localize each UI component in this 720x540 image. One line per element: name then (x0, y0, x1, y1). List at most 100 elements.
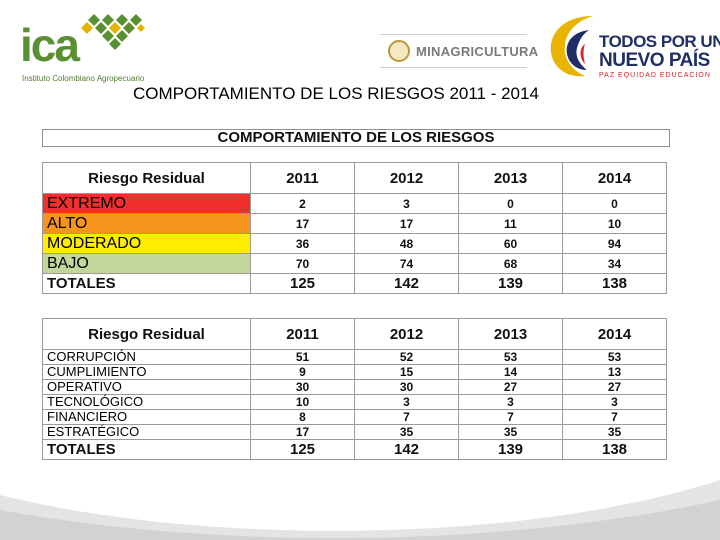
header-cell: 2011 (250, 318, 355, 350)
totals-cell: 125 (250, 439, 355, 460)
table-cell: 17 (354, 213, 459, 234)
table-cell: 17 (250, 424, 355, 440)
table-cell: 52 (354, 349, 459, 365)
table-cell: 14 (458, 364, 563, 380)
risk-level-label: ALTO (42, 213, 251, 234)
todos-por-un-nuevo-pais-mark-icon (550, 16, 593, 77)
table-cell: 48 (354, 233, 459, 254)
totals-cell: 139 (458, 439, 563, 460)
header-cell: 2012 (354, 162, 459, 194)
risk-level-table: Riesgo Residual 2011 2012 2013 2014 EXTR… (42, 162, 667, 294)
header-cell: Riesgo Residual (42, 318, 251, 350)
table-row: BAJO 70 74 68 34 (42, 253, 667, 274)
table-row: TECNOLÓGICO 10 3 3 3 (42, 394, 667, 410)
totals-cell: 138 (562, 273, 667, 294)
table-cell: 3 (354, 394, 459, 410)
table-row: CUMPLIMIENTO 9 15 14 13 (42, 364, 667, 380)
totals-cell: 138 (562, 439, 667, 460)
totals-cell: 125 (250, 273, 355, 294)
risk-level-label: BAJO (42, 253, 251, 274)
table-cell: 53 (562, 349, 667, 365)
table-cell: 7 (354, 409, 459, 425)
table-row: ALTO 17 17 11 10 (42, 213, 667, 234)
table-header-row: Riesgo Residual 2011 2012 2013 2014 (42, 162, 667, 194)
risk-category-label: FINANCIERO (42, 409, 251, 425)
ica-logo: ica Instituto Colombiano Agropecuario (20, 10, 145, 85)
table-cell: 70 (250, 253, 355, 274)
table-cell: 11 (458, 213, 563, 234)
table-cell: 30 (250, 379, 355, 395)
table-cell: 94 (562, 233, 667, 254)
table-cell: 7 (562, 409, 667, 425)
table-cell: 53 (458, 349, 563, 365)
risk-category-label: OPERATIVO (42, 379, 251, 395)
header-cell: 2013 (458, 162, 563, 194)
risk-category-label: TECNOLÓGICO (42, 394, 251, 410)
ica-logo-subtitle: Instituto Colombiano Agropecuario (22, 74, 145, 83)
table-cell: 0 (458, 193, 563, 214)
table-cell: 3 (562, 394, 667, 410)
table-header-row: Riesgo Residual 2011 2012 2013 2014 (42, 318, 667, 350)
colombia-seal-icon (388, 40, 410, 62)
table-cell: 3 (354, 193, 459, 214)
table-cell: 35 (354, 424, 459, 440)
todos-por-un-nuevo-pais-logo: TODOS POR UN NUEVO PAÍS PAZ EQUIDAD EDUC… (545, 10, 720, 82)
table-cell: 27 (562, 379, 667, 395)
table1-banner: COMPORTAMIENTO DE LOS RIESGOS (42, 129, 670, 147)
totals-cell: 139 (458, 273, 563, 294)
header-cell: 2014 (562, 162, 667, 194)
tpunp-line1: TODOS POR UN (599, 32, 720, 51)
ica-logo-word: ica (20, 19, 80, 71)
tpunp-line2: NUEVO PAÍS (599, 50, 710, 71)
risk-level-label: EXTREMO (42, 193, 251, 214)
header-cell: 2012 (354, 318, 459, 350)
table-cell: 8 (250, 409, 355, 425)
table-cell: 7 (458, 409, 563, 425)
table-row: OPERATIVO 30 30 27 27 (42, 379, 667, 395)
header-cell: 2014 (562, 318, 667, 350)
table-cell: 60 (458, 233, 563, 254)
bottom-decorative-swoosh (0, 480, 720, 540)
header-cell: Riesgo Residual (42, 162, 251, 194)
tpunp-line3: PAZ EQUIDAD EDUCACIÓN (599, 72, 711, 79)
table-row: CORRUPCIÓN 51 52 53 53 (42, 349, 667, 365)
table-cell: 35 (458, 424, 563, 440)
totals-label: TOTALES (42, 439, 251, 460)
slide-title: COMPORTAMIENTO DE LOS RIESGOS 2011 - 201… (133, 84, 539, 103)
table-row: MODERADO 36 48 60 94 (42, 233, 667, 254)
table-cell: 15 (354, 364, 459, 380)
header-cell: 2011 (250, 162, 355, 194)
ica-diamond-pattern-icon (81, 14, 145, 50)
risk-category-label: CUMPLIMIENTO (42, 364, 251, 380)
totals-row: TOTALES 125 142 139 138 (42, 439, 667, 460)
risk-category-label: ESTRATÉGICO (42, 424, 251, 440)
table-row: ESTRATÉGICO 17 35 35 35 (42, 424, 667, 440)
table-cell: 68 (458, 253, 563, 274)
table-cell: 13 (562, 364, 667, 380)
table-cell: 9 (250, 364, 355, 380)
totals-cell: 142 (354, 439, 459, 460)
table-cell: 36 (250, 233, 355, 254)
table-cell: 74 (354, 253, 459, 274)
table-cell: 17 (250, 213, 355, 234)
totals-row: TOTALES 125 142 139 138 (42, 273, 667, 294)
table-cell: 10 (250, 394, 355, 410)
header-cell: 2013 (458, 318, 563, 350)
table-cell: 51 (250, 349, 355, 365)
totals-cell: 142 (354, 273, 459, 294)
table-cell: 34 (562, 253, 667, 274)
risk-category-table: Riesgo Residual 2011 2012 2013 2014 CORR… (42, 318, 667, 460)
table-cell: 30 (354, 379, 459, 395)
table-cell: 3 (458, 394, 563, 410)
risk-level-label: MODERADO (42, 233, 251, 254)
minagricultura-logo: MINAGRICULTURA (380, 34, 538, 68)
table-cell: 10 (562, 213, 667, 234)
table-row: FINANCIERO 8 7 7 7 (42, 409, 667, 425)
minagricultura-label: MINAGRICULTURA (416, 44, 539, 59)
table-cell: 27 (458, 379, 563, 395)
table-row: EXTREMO 2 3 0 0 (42, 193, 667, 214)
table-cell: 35 (562, 424, 667, 440)
table-cell: 0 (562, 193, 667, 214)
risk-category-label: CORRUPCIÓN (42, 349, 251, 365)
table-cell: 2 (250, 193, 355, 214)
